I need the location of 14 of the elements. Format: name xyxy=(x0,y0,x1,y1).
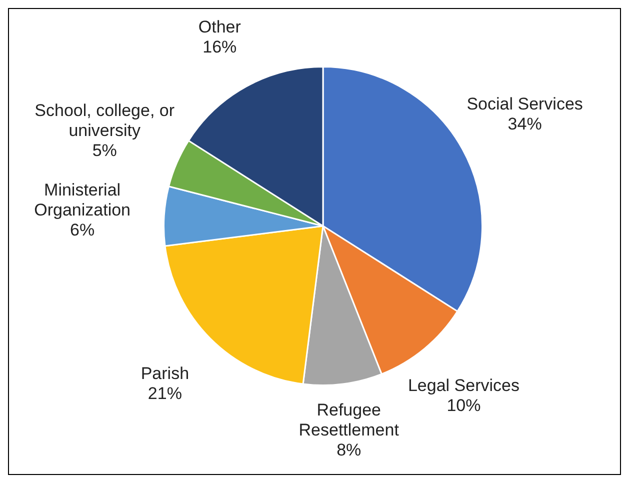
slice-label: Ministerial Organization xyxy=(34,180,130,220)
slice-label: Social Services xyxy=(466,94,583,114)
data-label: 34% xyxy=(508,114,542,134)
data-label: 6% xyxy=(70,220,95,240)
data-label: 21% xyxy=(148,384,182,403)
data-label: 5% xyxy=(92,141,117,160)
slice-label: Parish xyxy=(140,364,190,383)
data-label: 8% xyxy=(336,440,362,460)
slice-label: Legal Services xyxy=(408,376,520,395)
slice-label: Refugee Resettlement xyxy=(298,400,400,440)
data-label: 10% xyxy=(446,396,481,415)
slice-label: School, college, or university xyxy=(34,101,175,140)
slice-label: Other xyxy=(198,18,242,37)
data-label: 16% xyxy=(202,38,237,57)
